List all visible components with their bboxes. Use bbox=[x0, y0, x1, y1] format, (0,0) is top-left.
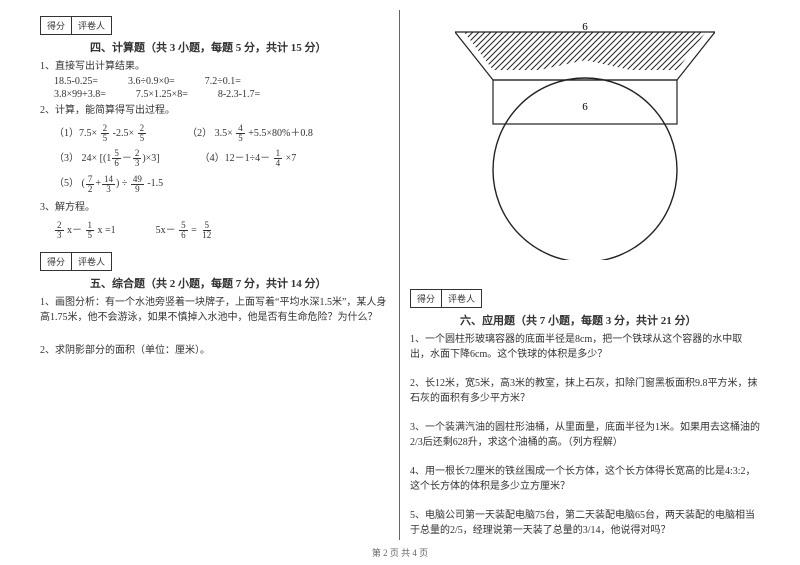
page-footer: 第 2 页 共 4 页 bbox=[0, 546, 800, 559]
s6-q2: 2、长12米，宽5米，高3米的教室，抹上石灰，扣除门窗黑板面积9.8平方米，抹石… bbox=[410, 376, 760, 406]
den: 2 bbox=[86, 185, 95, 194]
den: 3 bbox=[55, 231, 64, 240]
txt: 5x－ bbox=[156, 225, 176, 236]
txt: ÷ bbox=[122, 178, 128, 189]
frac: 23 bbox=[55, 221, 64, 240]
grader-label: 评卷人 bbox=[442, 290, 481, 307]
frac: 512 bbox=[200, 221, 213, 240]
s6-q5: 5、电脑公司第一天装配电脑75台，第二天装配电脑65台，两天装配的电脑相当于总量… bbox=[410, 508, 760, 538]
s4-q3-line: 23 x－ 15 x =1 5x－ 56 = 512 bbox=[54, 221, 389, 240]
den: 5 bbox=[86, 231, 95, 240]
eq4: （4）12－1÷4－ 14 ×7 bbox=[200, 149, 297, 168]
den: 5 bbox=[101, 134, 110, 143]
den: 3 bbox=[104, 185, 113, 194]
eq-solve2: 5x－ 56 = 512 bbox=[156, 221, 215, 240]
eq3: （3） 24× [(156－23)×3] bbox=[54, 149, 160, 168]
page: 得分 评卷人 四、计算题（共 3 小题，每题 5 分，共计 15 分） 1、直接… bbox=[0, 0, 800, 540]
s4-q2-line3: （5） (72+143) ÷ 499 -1.5 bbox=[54, 174, 389, 193]
txt: ×3 bbox=[146, 153, 157, 164]
s5-q1: 1、画图分析：有一个水池旁竖着一块牌子，上面写着“平均水深1.5米”，某人身高1… bbox=[40, 295, 389, 325]
den: 3 bbox=[133, 159, 142, 168]
txt: ×7 bbox=[286, 153, 297, 164]
score-box: 得分 评卷人 bbox=[40, 252, 112, 271]
calc-cell: 7.2÷0.1= bbox=[205, 76, 241, 87]
s4-q2-stem: 2、计算，能简算得写出过程。 bbox=[40, 103, 389, 118]
s4-q1-stem: 1、直接写出计算结果。 bbox=[40, 59, 389, 74]
score-label: 得分 bbox=[411, 290, 442, 307]
frac: 499 bbox=[131, 175, 144, 194]
eq-solve1: 23 x－ 15 x =1 bbox=[54, 221, 116, 240]
eq5: （5） (72+143) ÷ 499 -1.5 bbox=[54, 174, 163, 193]
txt: 24× bbox=[82, 153, 98, 164]
den: 9 bbox=[133, 185, 142, 194]
txt: +5.5×80%＋0.8 bbox=[248, 128, 313, 139]
txt: （3） bbox=[54, 153, 79, 164]
score-box: 得分 评卷人 bbox=[410, 289, 482, 308]
frac: 14 bbox=[274, 149, 283, 168]
section5-title: 五、综合题（共 2 小题，每题 7 分，共计 14 分） bbox=[90, 275, 389, 291]
section6-title: 六、应用题（共 7 小题，每题 3 分，共计 21 分） bbox=[460, 312, 760, 328]
frac: 15 bbox=[86, 221, 95, 240]
txt: x =1 bbox=[98, 225, 116, 236]
frac: 56 bbox=[112, 149, 121, 168]
calc-cell: 7.5×1.25×8= bbox=[136, 89, 188, 100]
s4-q1-row1: 18.5-0.25= 3.6÷0.9×0= 7.2÷0.1= bbox=[54, 76, 389, 87]
txt: 3.5× bbox=[215, 128, 233, 139]
right-column: 6 6 得分 评卷人 六、应用题（共 7 小题，每题 3 分，共计 21 分） … bbox=[400, 10, 770, 540]
s4-q3-stem: 3、解方程。 bbox=[40, 200, 389, 215]
txt: -1.5 bbox=[147, 178, 163, 189]
grader-label: 评卷人 bbox=[72, 253, 111, 270]
calc-cell: 3.6÷0.9×0= bbox=[128, 76, 175, 87]
frac: 56 bbox=[179, 221, 188, 240]
s5-q2: 2、求阴影部分的面积（单位：厘米）。 bbox=[40, 343, 389, 358]
txt: （5） bbox=[54, 178, 79, 189]
s4-q2-line1: （1）7.5× 25 -2.5× 25 （2） 3.5× 45 +5.5×80%… bbox=[54, 124, 389, 143]
calc-cell: 8-2.3-1.7= bbox=[218, 89, 260, 100]
frac: 72 bbox=[86, 175, 95, 194]
s6-q4: 4、用一根长72厘米的铁丝围成一个长方体，这个长方体得长宽高的比是4:3:2，这… bbox=[410, 464, 760, 494]
den: 6 bbox=[179, 231, 188, 240]
geometry-svg: 6 6 bbox=[455, 20, 715, 260]
section4-title: 四、计算题（共 3 小题，每题 5 分，共计 15 分） bbox=[90, 39, 389, 55]
calc-cell: 3.8×99+3.8= bbox=[54, 89, 106, 100]
txt: x－ bbox=[67, 225, 82, 236]
frac: 143 bbox=[102, 175, 115, 194]
score-label: 得分 bbox=[41, 253, 72, 270]
den: 12 bbox=[200, 231, 213, 240]
den: 5 bbox=[138, 134, 147, 143]
s6-q1: 1、一个圆柱形玻璃容器的底面半径是8cm，把一个铁球从这个容器的水中取出，水面下… bbox=[410, 332, 760, 362]
txt: = bbox=[191, 225, 197, 236]
inner-label: 6 bbox=[582, 101, 588, 113]
grader-label: 评卷人 bbox=[72, 17, 111, 34]
frac: 23 bbox=[133, 149, 142, 168]
frac: 25 bbox=[138, 124, 147, 143]
geometry-figure: 6 6 bbox=[455, 20, 715, 263]
txt: （4）12－1÷4－ bbox=[200, 153, 271, 164]
s4-q2-line2: （3） 24× [(156－23)×3] （4）12－1÷4－ 14 ×7 bbox=[54, 149, 389, 168]
eq2: （2） 3.5× 45 +5.5×80%＋0.8 bbox=[187, 124, 313, 143]
txt: -2.5× bbox=[113, 128, 134, 139]
calc-cell: 18.5-0.25= bbox=[54, 76, 98, 87]
txt: （1）7.5× bbox=[54, 128, 97, 139]
score-box: 得分 评卷人 bbox=[40, 16, 112, 35]
score-label: 得分 bbox=[41, 17, 72, 34]
s4-q1-row2: 3.8×99+3.8= 7.5×1.25×8= 8-2.3-1.7= bbox=[54, 89, 389, 100]
den: 4 bbox=[274, 159, 283, 168]
eq1: （1）7.5× 25 -2.5× 25 bbox=[54, 124, 147, 143]
den: 6 bbox=[112, 159, 121, 168]
frac: 45 bbox=[236, 124, 245, 143]
left-column: 得分 评卷人 四、计算题（共 3 小题，每题 5 分，共计 15 分） 1、直接… bbox=[30, 10, 400, 540]
frac: 25 bbox=[101, 124, 110, 143]
den: 5 bbox=[236, 134, 245, 143]
txt: （2） bbox=[187, 128, 212, 139]
top-label: 6 bbox=[582, 21, 588, 33]
s6-q3: 3、一个装满汽油的圆柱形油桶，从里面量，底面半径为1米。如果用去这桶油的2/3后… bbox=[410, 420, 760, 450]
